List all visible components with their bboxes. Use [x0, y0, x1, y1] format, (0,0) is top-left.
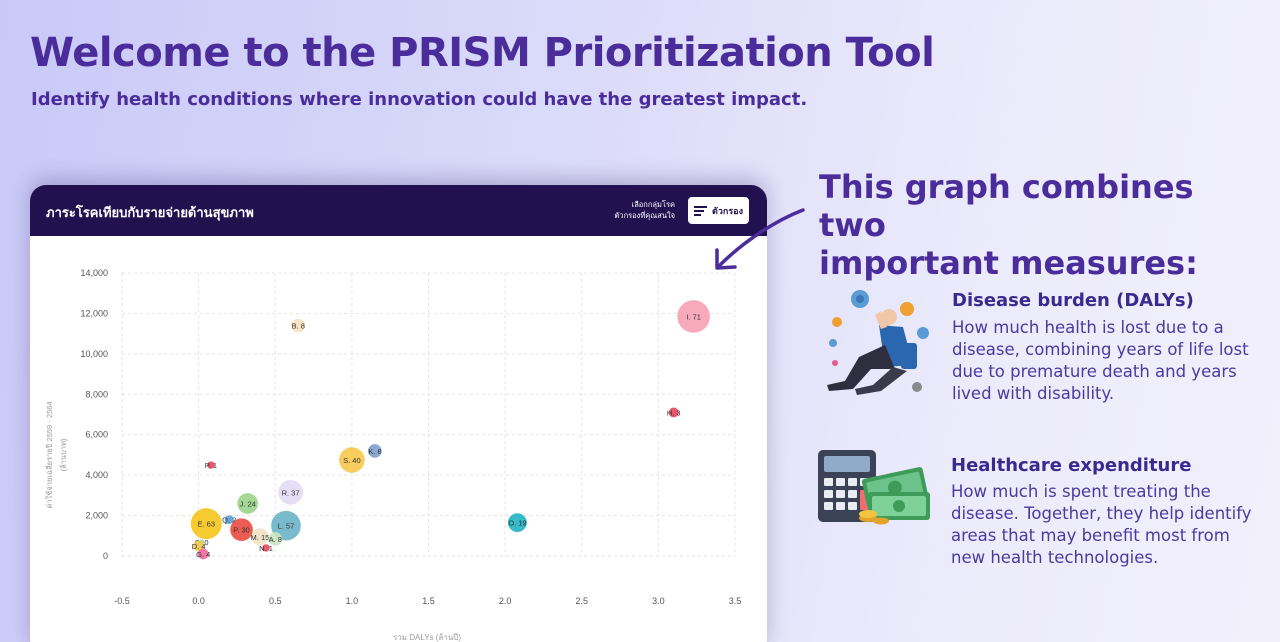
y-tick-label: 12,000: [80, 308, 108, 318]
chart-card-header: ภาระโรคเทียบกับรายจ่ายด้านสุขภาพ เลือกกล…: [30, 185, 767, 236]
x-tick-label: 2.0: [499, 596, 512, 606]
y-tick-label: 0: [103, 551, 108, 561]
y-tick-labels: 0 2,000 4,000 6,000 8,000 10,000 12,000 14,000: [80, 268, 108, 561]
data-point: [230, 518, 253, 542]
right-heading: This graph combines two important measur…: [819, 168, 1259, 282]
data-point: [668, 407, 679, 418]
disease-burden-title: Disease burden (DALYs): [952, 290, 1194, 311]
data-point: [237, 493, 258, 514]
y-tick-label: 10,000: [80, 349, 108, 359]
page-subtitle: Identify health conditions where innovat…: [31, 89, 808, 110]
right-heading-line2: important measures:: [819, 244, 1198, 282]
y-axis-label-line1: ค่าใช้จ่ายเฉลี่ยรายปี 2559 - 2564: [44, 401, 54, 508]
y-axis-label-line2: (ล้านบาท): [59, 438, 68, 471]
x-tick-label: -0.5: [114, 596, 130, 606]
chart-grid: [121, 272, 736, 557]
y-tick-label: 8,000: [85, 389, 108, 399]
x-tick-label: 2.5: [575, 596, 588, 606]
data-point: [251, 528, 269, 546]
curved-arrow-icon: [715, 208, 805, 270]
data-point: [224, 515, 234, 525]
data-point-label: P. 1: [205, 461, 217, 470]
healthcare-expenditure-desc: How much is spent treating the disease. …: [951, 482, 1252, 567]
y-tick-label: 4,000: [85, 470, 108, 480]
data-point-label: J. 24: [240, 499, 256, 508]
healthcare-expenditure-title: Healthcare expenditure: [951, 455, 1192, 476]
data-point-label: N. 1: [259, 544, 273, 553]
calculator-money-icon: [818, 450, 930, 525]
x-tick-label: 1.0: [346, 596, 359, 606]
chart-card: ภาระโรคเทียบกับรายจ่ายด้านสุขภาพ เลือกกล…: [30, 185, 767, 642]
data-point-label: A. 8: [269, 535, 282, 544]
filter-lines-icon: [694, 206, 707, 216]
disease-burden-desc: How much health is lost due to a disease…: [952, 318, 1249, 403]
chart-card-title: ภาระโรคเทียบกับรายจ่ายด้านสุขภาพ: [46, 206, 254, 221]
data-point-label: G. 4: [196, 550, 210, 559]
filter-hint-line1: เลือกกลุ่มโรค: [631, 200, 675, 209]
x-tick-label: 0.0: [192, 596, 205, 606]
data-point: [291, 318, 306, 333]
data-point: [368, 444, 382, 458]
filter-hint: เลือกกลุ่มโรค ตัวกรองที่คุณสนใจ: [615, 199, 676, 221]
y-tick-label: 2,000: [85, 511, 108, 521]
data-point: [207, 461, 215, 469]
right-heading-line1: This graph combines two: [819, 168, 1194, 244]
data-point-label: R. 37: [282, 488, 300, 497]
data-point: [268, 532, 283, 546]
data-point-label: O. 19: [508, 519, 526, 528]
scatter-chart: 02,0004,0006,0008,00010,00012,00014,000 …: [44, 268, 741, 642]
data-point-label: L. 57: [278, 522, 295, 531]
x-axis-label: รวม DALYs (ล้านปี): [393, 633, 461, 642]
x-tick-labels: -0.5 0.0 0.5 1.0 1.5 2.0 2.5 3.0 3.5: [114, 596, 741, 606]
filter-hint-line2: ตัวกรองที่คุณสนใจ: [614, 211, 676, 220]
x-tick-label: 1.5: [422, 596, 435, 606]
data-point-label: Q. 2: [222, 516, 236, 525]
data-point-label: K. 8: [368, 447, 381, 456]
data-point-label: M. 15: [251, 533, 270, 542]
chart-points: I. 71 B. 8 H. 3 S. 40 K. 8 P. 1 R. 37 J. 24 E. 6…: [190, 300, 710, 560]
y-tick-label: 14,000: [80, 268, 108, 278]
x-tick-label: 0.5: [269, 596, 282, 606]
data-point-label: H. 3: [667, 408, 681, 417]
data-point: [507, 513, 527, 533]
data-point-label: D. 4: [192, 542, 206, 551]
data-point-label: B. 8: [292, 322, 305, 331]
data-point: [262, 544, 270, 552]
data-point-label: S. 40: [343, 456, 361, 465]
sick-person-virus-icon: [827, 290, 929, 395]
data-point: [278, 479, 303, 505]
x-tick-label: 3.5: [729, 596, 742, 606]
y-tick-label: 6,000: [85, 430, 108, 440]
data-point: [197, 548, 209, 560]
data-point-label: P. 30: [233, 526, 250, 535]
x-tick-label: 3.0: [652, 596, 665, 606]
data-point: [193, 540, 205, 552]
filter-button-label: ตัวกรอง: [712, 206, 743, 217]
filter-button[interactable]: ตัวกรอง: [688, 197, 749, 224]
page-title: Welcome to the PRISM Prioritization Tool: [30, 30, 935, 76]
data-point: [677, 300, 710, 333]
data-point: [339, 447, 365, 473]
data-point-label: I. 71: [686, 312, 701, 321]
data-point-label: E. 63: [198, 520, 216, 529]
data-point: [190, 508, 222, 540]
